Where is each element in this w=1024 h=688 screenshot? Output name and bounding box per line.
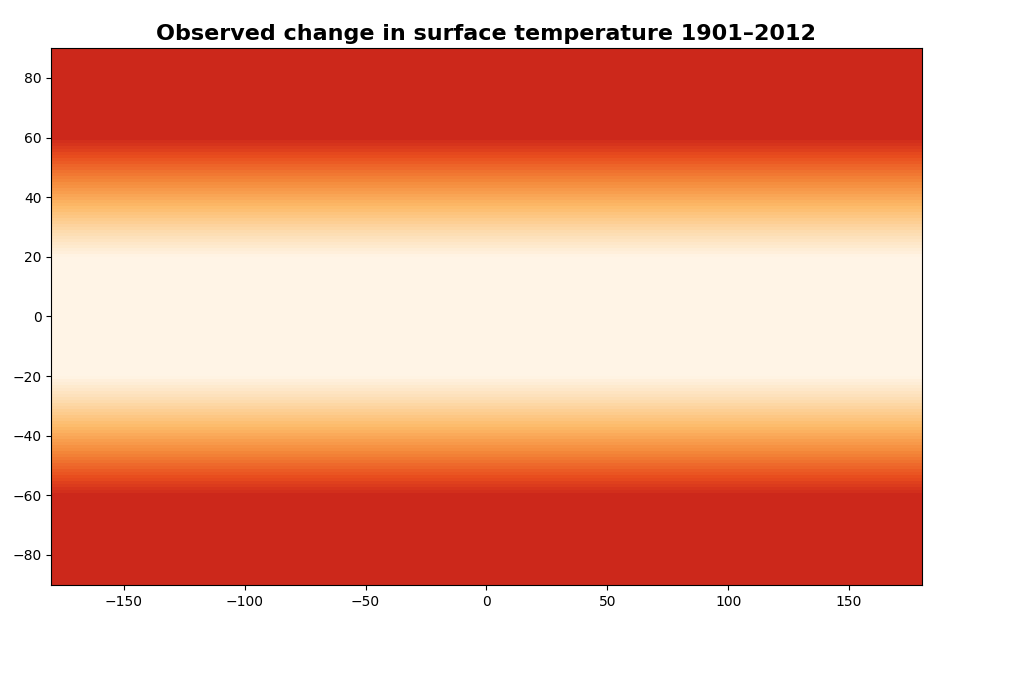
Title: Observed change in surface temperature 1901–2012: Observed change in surface temperature 1… bbox=[157, 24, 816, 44]
